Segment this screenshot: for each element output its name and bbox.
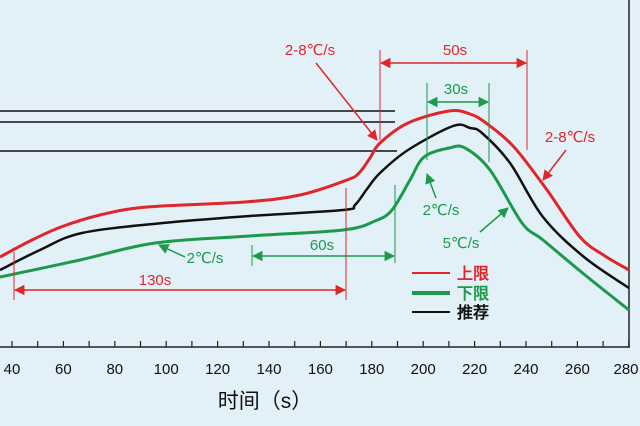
x-tick-label: 80 [106, 361, 123, 378]
legend-label-lower-limit: 下限 [457, 285, 490, 303]
legend-label-recommended: 推荐 [457, 303, 489, 322]
x-tick-label: 120 [205, 361, 230, 378]
rate-lower-cool-label: 5℃/s [443, 235, 480, 252]
rate-upper-right-arrow [542, 149, 567, 181]
span-60-label: 60s [310, 237, 334, 254]
span-50-label: 50s [443, 42, 467, 59]
rate-lower-rise-arrow [425, 173, 437, 199]
rate-lower-preheat-label: 2℃/s [187, 250, 224, 267]
legend: 上限 下限 推荐 [412, 265, 490, 322]
x-tick-label: 60 [55, 361, 72, 378]
x-axis-title: 时间（s） [218, 390, 313, 413]
x-tick-label: 40 [4, 361, 21, 378]
x-tick-label: 160 [308, 361, 333, 378]
x-tick-label: 100 [154, 361, 179, 378]
series-lower-limit-line [0, 144, 630, 312]
x-tick-label: 260 [565, 361, 590, 378]
x-axis-ticks: 40 60 80 100 120 140 160 180 200 220 240 260 280 [4, 341, 639, 378]
x-tick-label: 280 [613, 361, 638, 378]
x-tick-label: 200 [411, 361, 436, 378]
x-tick-label: 140 [256, 361, 281, 378]
x-tick-label: 220 [462, 361, 487, 378]
legend-label-upper-limit: 上限 [457, 265, 490, 283]
rate-lower-rise-label: 2℃/s [423, 202, 460, 219]
rate-upper-right-label: 2-8℃/s [545, 129, 595, 146]
span-30-label: 30s [444, 81, 468, 98]
x-tick-label: 180 [359, 361, 384, 378]
rate-upper-left-arrow [315, 62, 378, 141]
span-130-label: 130s [139, 272, 172, 289]
rate-lower-cool-arrow [479, 207, 509, 233]
x-tick-label: 240 [513, 361, 538, 378]
rate-lower-preheat-arrow [158, 244, 186, 258]
series-recommended-line [0, 123, 630, 290]
rate-upper-left-label: 2-8℃/s [285, 42, 335, 59]
series-upper-limit-line [0, 109, 630, 272]
